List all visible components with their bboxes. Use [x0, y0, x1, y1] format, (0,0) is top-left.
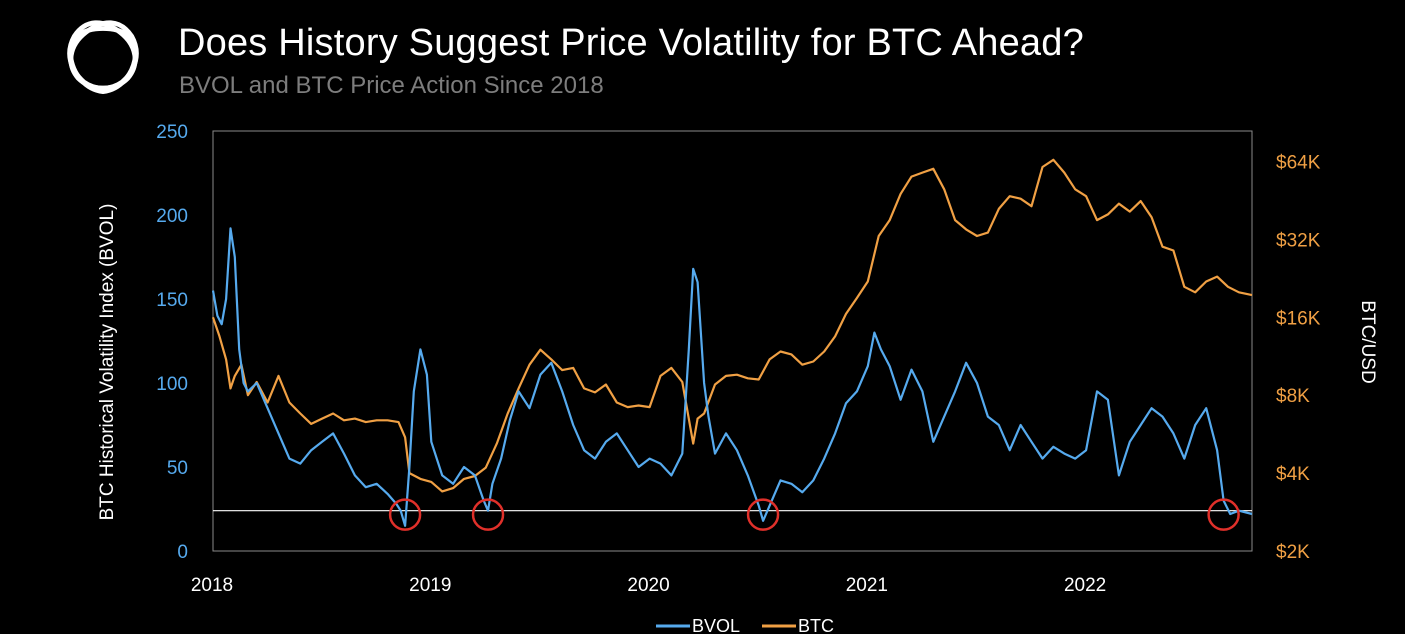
chart-title: Does History Suggest Price Volatility fo… [178, 22, 1084, 64]
plot-area-frame [212, 130, 1253, 552]
y-left-tick-label: 150 [156, 290, 188, 311]
low-volatility-marker-circle [471, 498, 505, 531]
y-right-axis-label: BTC/USD [1357, 300, 1378, 383]
legend-btc-label: BTC [798, 616, 834, 634]
y-left-tick-label: 200 [156, 206, 188, 227]
legend-bvol-label: BVOL [692, 616, 740, 634]
y-left-tick-label: 0 [177, 542, 188, 563]
x-tick-label: 2020 [627, 575, 669, 596]
low-volatility-marker-circle [388, 498, 422, 531]
chart-subtitle: BVOL and BTC Price Action Since 2018 [179, 72, 604, 99]
y-right-tick-label: $8K [1276, 386, 1310, 407]
btc-series-line [211, 158, 1253, 493]
bvol-series-line [211, 227, 1253, 527]
legend: BVOL BTC [656, 616, 834, 634]
knot-logo-icon [67, 20, 139, 94]
x-tick-label: 2022 [1064, 575, 1106, 596]
y-left-tick-label: 50 [167, 458, 188, 479]
low-volatility-marker-circle [1207, 498, 1240, 531]
y-left-axis-label: BTC Historical Volatility Index (BVOL) [97, 204, 118, 521]
y-left-tick-label: 250 [156, 122, 188, 143]
y-right-tick-label: $64K [1276, 153, 1321, 174]
y-left-tick-label: 100 [156, 374, 188, 395]
y-right-tick-label: $4K [1276, 464, 1310, 485]
y-right-tick-label: $16K [1276, 308, 1321, 329]
y-right-tick-label: $2K [1276, 542, 1310, 563]
x-tick-label: 2018 [191, 575, 233, 596]
low-volatility-marker-circle [746, 498, 780, 531]
y-right-tick-label: $32K [1276, 230, 1321, 251]
x-tick-label: 2021 [846, 575, 888, 596]
x-tick-label: 2019 [409, 575, 451, 596]
